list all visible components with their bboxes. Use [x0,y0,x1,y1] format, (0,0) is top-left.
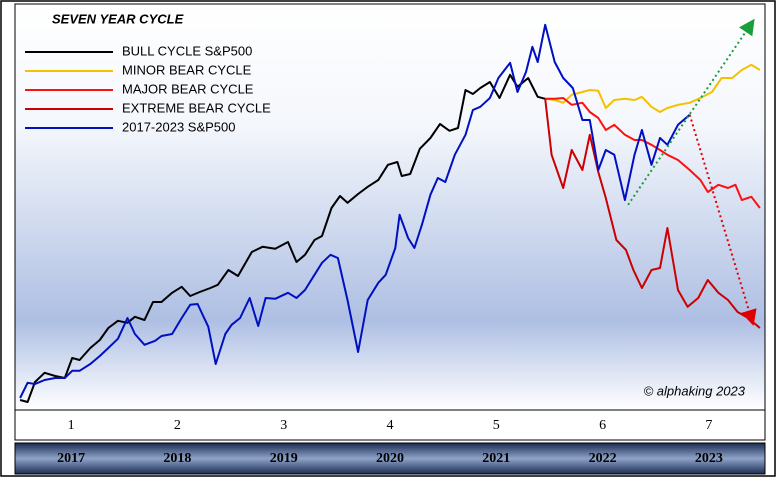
legend-label: MAJOR BEAR CYCLE [122,81,254,96]
year-band [14,442,766,475]
chart-title: SEVEN YEAR CYCLE [52,11,184,26]
series-line [545,63,761,113]
x-tick-label: 4 [387,418,394,433]
x-tick-label: 7 [705,418,712,433]
year-label: 2021 [482,451,510,466]
series-line [544,98,761,329]
year-label: 2022 [589,451,617,466]
series-line [19,23,691,399]
annotation: © alphaking 2023 [644,383,746,398]
series-line [545,97,761,209]
plot-area [14,3,766,411]
series-line [19,73,546,403]
x-tick-label: 2 [174,418,181,433]
legend-label: 2017-2023 S&P500 [122,119,235,134]
x-tick-label: 1 [68,418,75,433]
projection-arrow [627,18,755,206]
year-label: 2020 [376,451,404,466]
year-label: 2017 [57,451,85,466]
projection-arrow [688,114,757,326]
year-label: 2019 [270,451,298,466]
x-tick-label: 5 [493,418,500,433]
x-tick-label: 6 [599,418,606,433]
legend-label: EXTREME BEAR CYCLE [122,100,271,115]
legend-label: BULL CYCLE S&P500 [122,43,252,58]
year-label: 2023 [695,451,723,466]
legend-label: MINOR BEAR CYCLE [122,62,252,77]
year-label: 2018 [163,451,191,466]
x-tick-label: 3 [280,418,287,433]
cycle-row [14,409,766,441]
